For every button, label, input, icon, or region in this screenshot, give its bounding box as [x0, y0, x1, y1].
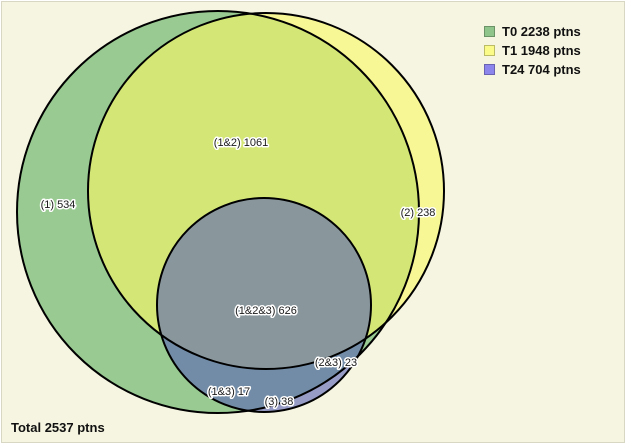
set-t24-outline: [156, 197, 372, 413]
legend-item-t1: T1 1948 ptns: [484, 41, 581, 60]
legend-item-t24: T24 704 ptns: [484, 60, 581, 79]
legend-swatch-t1: [484, 45, 495, 56]
set-t0-outline: [16, 10, 420, 414]
region-1-label: (1) 534: [41, 199, 76, 211]
region-1-2-3-label: (1&2&3) 626: [235, 305, 297, 317]
legend-item-t0: T0 2238 ptns: [484, 22, 581, 41]
legend-label-t0: T0 2238 ptns: [502, 24, 581, 39]
legend-label-t24: T24 704 ptns: [502, 62, 581, 77]
region-1-3-label: (1&3) 17: [208, 386, 250, 398]
region-2-label: (2) 238: [401, 207, 436, 219]
legend-swatch-t0: [484, 26, 495, 37]
set-t1-outline: [87, 12, 445, 370]
legend: T0 2238 ptns T1 1948 ptns T24 704 ptns: [484, 22, 581, 79]
legend-swatch-t24: [484, 64, 495, 75]
region-2-3-label: (2&3) 23: [315, 357, 357, 369]
total-label: Total 2537 ptns: [11, 420, 105, 435]
region-1-2-label: (1&2) 1061: [214, 137, 268, 149]
region-3-label: (3) 38: [265, 396, 294, 408]
set-t24-circle: [157, 198, 371, 412]
legend-label-t1: T1 1948 ptns: [502, 43, 581, 58]
